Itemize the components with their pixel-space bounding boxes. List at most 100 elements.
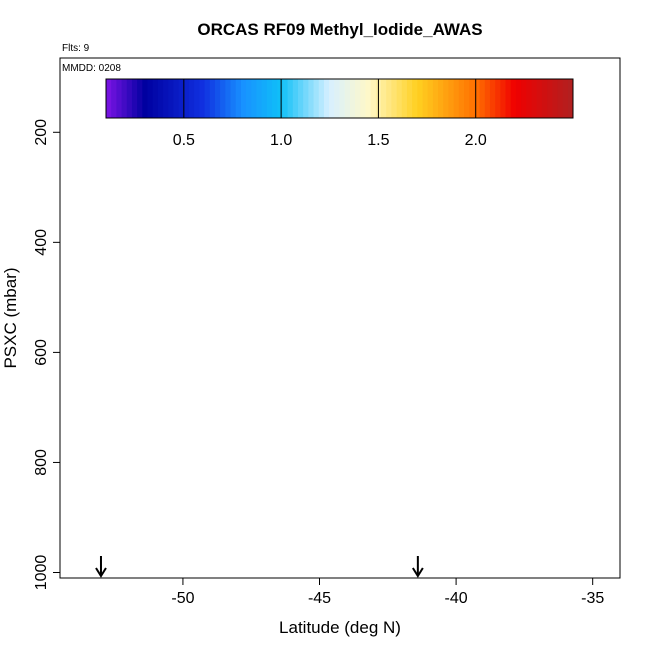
colorbar-segment [344,79,351,118]
arrow-markers [95,556,424,578]
colorbar-segment [147,79,154,118]
sample-point [462,518,472,528]
colorbar-segment [111,79,117,118]
colorbar-segment [489,79,496,118]
colorbar-segment [173,79,180,118]
colorbar-segment [329,79,335,118]
sample-point [443,379,452,388]
colorbar-tick-label: 2.0 [465,132,487,149]
sample-point [506,190,515,199]
colorbar-segment [297,79,304,118]
colorbar-segment [484,79,491,118]
colorbar-segment [474,79,481,118]
colorbar-segment [137,79,143,118]
colorbar-segment [552,79,558,118]
colorbar-segment [292,79,299,118]
colorbar-segment [427,79,434,118]
colorbar-segment [272,79,278,118]
colorbar-segment [246,79,252,118]
colorbar-segment [365,79,372,118]
colorbar-segment [412,79,418,118]
date-label: MMDD: 0208 [62,63,121,74]
colorbar-segment [464,79,470,118]
sample-point [580,122,589,131]
y-tick-label: 400 [33,229,50,256]
chart-title: ORCAS RF09 Methyl_Iodide_AWAS [197,20,482,39]
colorbar-segment [121,79,128,118]
sample-point [219,446,228,455]
colorbar-segment [235,79,242,118]
y-tick-label: 200 [33,119,50,146]
colorbar-segment [256,79,263,118]
sample-point [479,414,488,423]
colorbar-segment [438,79,444,118]
colorbar-segment [199,79,206,118]
colorbar-segment [495,79,501,118]
sample-point [359,320,368,329]
colorbar-segment [417,79,424,118]
colorbar-segment [308,79,315,118]
colorbar: 0.5 1.0 1.5 2.0 [105,78,574,149]
sample-point [206,285,215,294]
colorbar-segment [531,79,538,118]
colorbar-segment [479,79,486,118]
colorbar-segment [547,79,553,118]
sample-point [350,568,360,577]
colorbar-segment [557,79,564,118]
sample-point [533,122,543,131]
colorbar-segment [521,79,527,118]
sample-point [353,501,362,510]
sample-point [555,122,565,131]
colorbar-tick-label: 1.5 [367,132,389,149]
flights-label: Flts: 9 [62,43,90,54]
sample-point [326,374,335,383]
colorbar-segment [168,79,174,118]
colorbar-segment [526,79,532,118]
colorbar-segment [303,79,309,118]
colorbar-segment [116,79,123,118]
x-tick-label: -45 [308,590,331,607]
colorbar-segment [432,79,439,118]
sample-point [452,471,461,480]
colorbar-segment [334,79,340,118]
y-tick-label: 1000 [33,555,50,591]
colorbar-segment [142,79,149,118]
colorbar-segment [220,79,226,118]
colorbar-tick-label: 1.0 [270,132,292,149]
colorbar-segment [406,79,413,118]
sample-point [564,122,573,131]
colorbar-segment [251,79,257,118]
sample-point [572,122,581,131]
sample-point [389,253,398,262]
sample-point [219,554,228,563]
sample-point [495,331,504,340]
colorbar-segment [515,79,522,118]
colorbar-segment [194,79,200,118]
sample-point [350,403,360,412]
colorbar-segment [339,79,346,118]
colorbar-segment [209,79,216,118]
sample-point [544,122,554,131]
y-tick-label: 600 [33,339,50,366]
x-tick-label: -35 [581,590,604,607]
colorbar-segment [536,79,543,118]
colorbar-segment [510,79,517,118]
colorbar-segment [381,79,387,118]
colorbar-segment [422,79,429,118]
y-axis: 200 400 600 800 1000 [33,119,60,590]
colorbar-segment [318,79,325,118]
colorbar-segment [500,79,507,118]
colorbar-frame [105,78,574,119]
sample-point [509,122,518,131]
colorbar-segment [287,79,294,118]
colorbar-segment [163,79,169,118]
sample-point [348,568,357,577]
colorbar-segment [567,79,574,118]
sample-point [228,551,237,561]
colorbar-segment [443,79,449,118]
colorbar-segment [178,79,185,118]
colorbar-segment [230,79,237,118]
sample-point [288,199,297,208]
colorbar-segment [349,79,356,118]
